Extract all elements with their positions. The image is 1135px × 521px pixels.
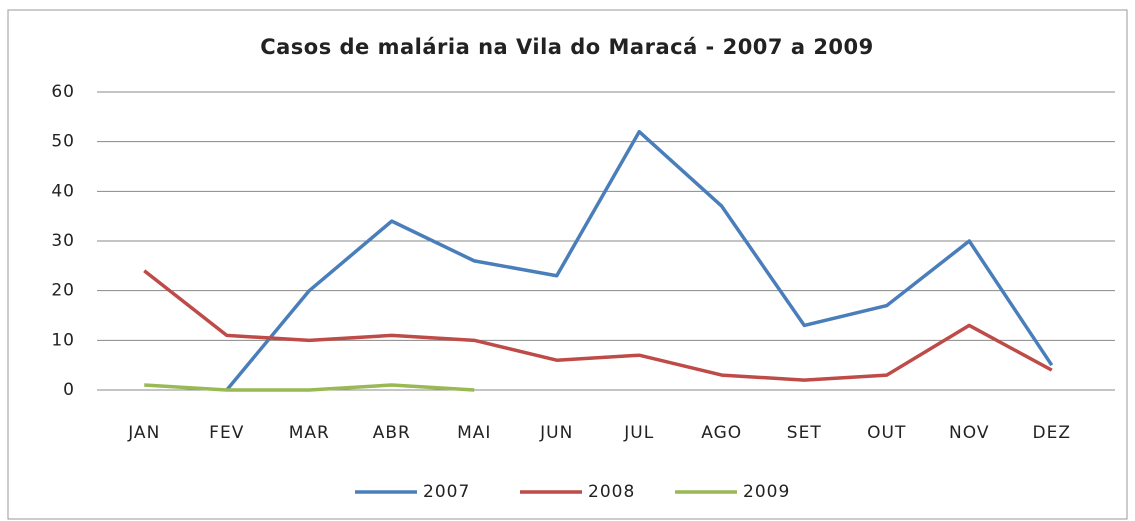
x-tick-label: SET xyxy=(787,423,822,443)
y-tick-label: 0 xyxy=(63,380,75,400)
x-tick-label: OUT xyxy=(867,423,906,443)
x-tick-label: JUN xyxy=(539,423,573,443)
x-tick-label: JUL xyxy=(623,423,654,443)
x-tick-label: JAN xyxy=(127,423,160,443)
chart-title: Casos de malária na Vila do Maracá - 200… xyxy=(260,35,874,59)
y-tick-label: 20 xyxy=(51,281,75,301)
x-tick-label: NOV xyxy=(949,423,989,443)
y-tick-label: 10 xyxy=(51,330,75,350)
series-line xyxy=(225,129,1054,392)
x-tick-label: ABR xyxy=(373,423,411,443)
y-tick-label: 60 xyxy=(51,82,75,102)
legend-label: 2007 xyxy=(423,482,470,502)
x-tick-label: DEZ xyxy=(1033,423,1071,443)
y-tick-label: 50 xyxy=(51,132,75,152)
y-tick-label: 40 xyxy=(51,181,75,201)
x-tick-label: FEV xyxy=(209,423,244,443)
series-line xyxy=(143,269,1053,382)
x-tick-label: AGO xyxy=(701,423,742,443)
legend-label: 2009 xyxy=(743,482,790,502)
x-tick-label: MAR xyxy=(289,423,330,443)
series-line xyxy=(144,383,475,392)
legend-label: 2008 xyxy=(588,482,635,502)
y-tick-label: 30 xyxy=(51,231,75,251)
x-tick-label: MAI xyxy=(457,423,491,443)
